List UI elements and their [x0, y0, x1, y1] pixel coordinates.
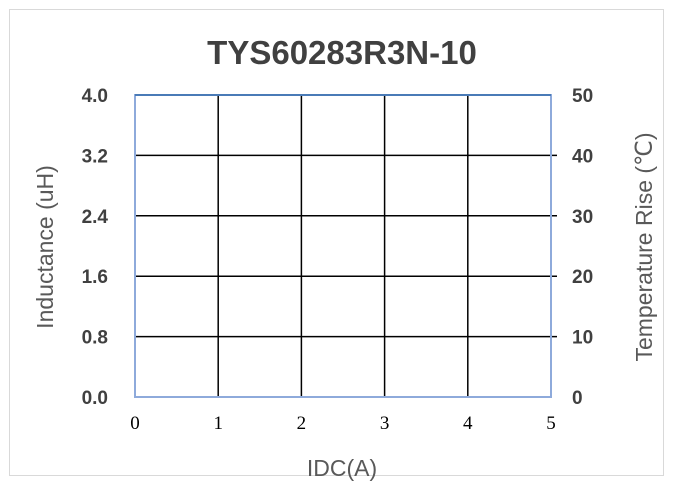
y2-tick-label: 40 [572, 146, 593, 167]
y2-tick-label: 10 [572, 328, 593, 349]
y-axis-left: 0.0 0.8 1.6 2.4 3.2 4.0 [82, 86, 109, 409]
x-axis: 0 1 2 3 4 5 [130, 413, 556, 434]
y-tick-label: 3.2 [82, 146, 108, 167]
x-tick-label: 5 [546, 413, 556, 434]
grid [135, 95, 557, 397]
x-tick-label: 2 [297, 413, 307, 434]
x-tick-label: 3 [380, 413, 390, 434]
y-tick-label: 4.0 [82, 86, 108, 107]
x-tick-label: 1 [213, 413, 223, 434]
y-axis-title: Inductance (uH) [32, 165, 58, 329]
y-tick-label: 0.0 [82, 388, 108, 409]
plot-area [134, 94, 552, 398]
y2-axis-title: Temperature Rise (℃) [631, 132, 657, 361]
y2-tick-label: 0 [572, 388, 583, 409]
y2-tick-label: 50 [572, 86, 593, 107]
y-tick-label: 0.8 [82, 328, 108, 349]
chart-title: TYS60283R3N-10 [207, 34, 477, 71]
y2-tick-label: 20 [572, 267, 593, 288]
y-tick-label: 2.4 [82, 207, 109, 228]
x-tick-label: 4 [463, 413, 473, 434]
x-tick-label: 0 [130, 413, 140, 434]
y-axis-right: 0 10 20 30 40 50 [572, 86, 593, 409]
y2-tick-label: 30 [572, 207, 593, 228]
x-axis-title: IDC(A) [307, 455, 377, 481]
chart-frame [9, 9, 664, 476]
y-tick-label: 1.6 [82, 267, 108, 288]
